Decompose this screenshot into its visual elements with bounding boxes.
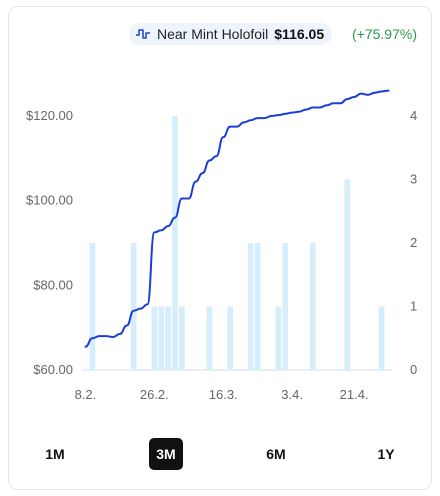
volume-bar: [165, 306, 171, 370]
y-left-tick-label: $100.00: [26, 193, 73, 208]
y-right-tick-label: 3: [410, 172, 417, 187]
volume-bar: [206, 306, 213, 370]
y-left-tick-label: $80.00: [33, 277, 73, 292]
y-left-tick-label: $120.00: [26, 108, 73, 123]
volume-bar: [378, 306, 385, 370]
y-right-tick-label: 1: [410, 299, 417, 314]
volume-bar: [344, 179, 351, 370]
x-tick-label: 26.2.: [140, 387, 169, 402]
volume-bar: [275, 306, 282, 370]
price-line-icon: [135, 27, 151, 41]
volume-bar: [179, 306, 185, 370]
price-volume-chart: $120.00 $100.00 $80.00 $60.00 4 3 2 1 0 8.2. 26.2.…: [26, 89, 417, 402]
current-price: $116.05: [274, 26, 325, 42]
y-right-tick-label: 2: [410, 235, 417, 250]
volume-bar: [151, 306, 158, 370]
y-left-tick-label: $60.00: [33, 362, 73, 377]
volume-bar: [309, 243, 316, 370]
y-right-tick-label: 0: [410, 362, 417, 377]
volume-bar: [130, 243, 137, 370]
time-range-selector: 1M 3M 6M 1Y: [0, 438, 440, 472]
volume-bar: [247, 243, 254, 370]
volume-bar: [254, 243, 261, 370]
volume-bar: [89, 243, 96, 370]
range-button-1m[interactable]: 1M: [45, 446, 65, 462]
condition-label: Near Mint Holofoil: [157, 26, 269, 42]
range-button-3m[interactable]: 3M: [149, 438, 183, 470]
y-right-tick-label: 4: [410, 108, 417, 123]
x-tick-label: 16.3.: [209, 387, 238, 402]
range-button-1y[interactable]: 1Y: [377, 446, 395, 462]
range-button-6m[interactable]: 6M: [266, 446, 286, 462]
price-line: [84, 89, 390, 348]
volume-bar: [172, 116, 178, 370]
series-legend: Near Mint Holofoil $116.05: [129, 23, 333, 45]
x-tick-label: 8.2.: [75, 387, 97, 402]
x-tick-label: 3.4.: [281, 387, 303, 402]
volume-bar: [227, 306, 233, 370]
volume-bar: [158, 306, 165, 370]
price-change: (+75.97%): [352, 26, 417, 42]
price-history-card: [8, 6, 432, 490]
volume-bar: [282, 243, 289, 370]
x-tick-label: 21.4.: [340, 387, 369, 402]
